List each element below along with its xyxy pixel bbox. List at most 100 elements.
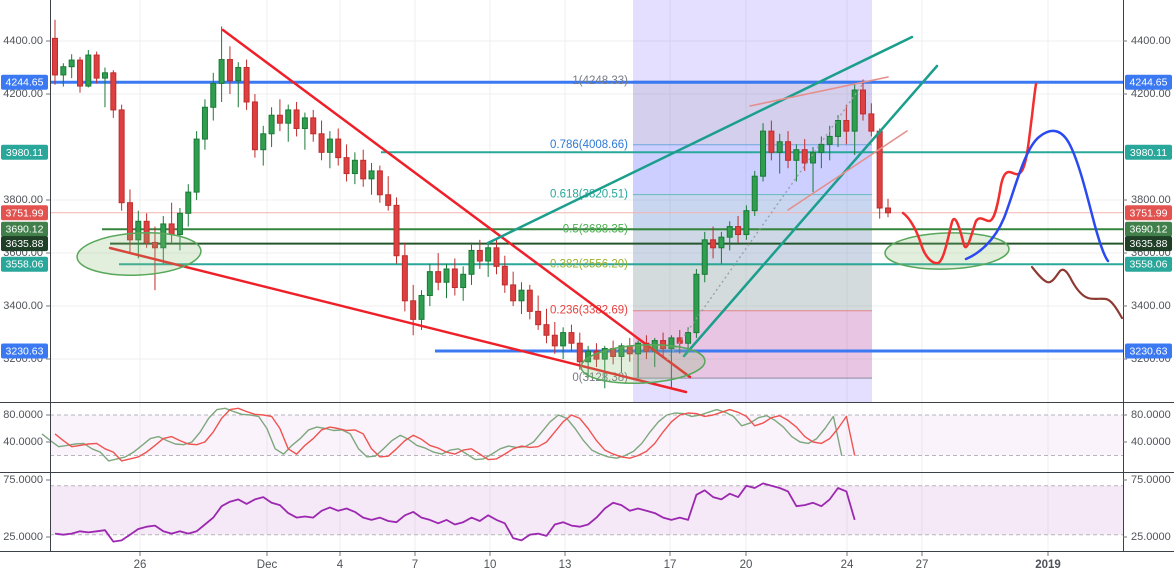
projection-red[interactable] — [901, 82, 1038, 265]
price-badge — [1125, 221, 1172, 237]
candle-body — [426, 271, 433, 296]
rising-wedge-upper[interactable] — [749, 76, 889, 107]
candle — [760, 123, 767, 182]
candle — [68, 54, 75, 79]
price-axis-right[interactable]: 4400.004200.003800.003600.003400.003200.… — [1123, 35, 1172, 543]
candle — [718, 231, 725, 264]
candle-body — [526, 289, 533, 312]
candle — [243, 59, 250, 110]
price-badge — [1, 74, 48, 90]
candle-body — [518, 289, 525, 302]
candle-body — [118, 109, 125, 204]
candle — [868, 103, 875, 137]
price-badge — [1, 144, 48, 160]
candle-body — [860, 89, 867, 115]
fib-label-0.236: 0.236(3382.69) — [550, 305, 628, 317]
candle-body — [485, 247, 492, 262]
price-badge — [1125, 256, 1172, 272]
candle-body — [810, 151, 817, 164]
candle — [518, 282, 525, 315]
price-badge-text: 3230.63 — [1130, 346, 1168, 358]
candle-body — [260, 133, 267, 151]
candle-body — [726, 226, 733, 238]
candle-body — [235, 67, 242, 82]
candle — [335, 128, 342, 166]
price-badge — [1, 256, 48, 272]
price-label: 75.0000 — [1131, 474, 1171, 486]
price-label: 25.0000 — [1131, 531, 1171, 543]
stochastic-pane[interactable] — [41, 407, 1123, 462]
fib-label-1: 1(4248.33) — [572, 75, 628, 87]
candle-body — [476, 249, 483, 262]
candle-body — [693, 273, 700, 334]
candle-body — [85, 54, 92, 87]
horizontal-rays-layer — [50, 80, 1123, 353]
price-badge-text: 3690.12 — [6, 224, 44, 236]
candle-body — [201, 106, 208, 140]
candle-body — [601, 348, 608, 360]
oscillator-pane[interactable] — [50, 482, 1123, 543]
time-label-24: 24 — [841, 559, 854, 571]
candle — [118, 104, 125, 211]
candle-body — [193, 138, 200, 193]
price-badge — [1, 221, 48, 237]
price-axis-left[interactable]: 4400.004200.003800.003600.003400.003200.… — [1, 35, 50, 543]
rising-support-long[interactable] — [486, 35, 914, 245]
candle-body — [218, 59, 225, 84]
candle-body — [460, 273, 467, 289]
highlight-ellipse-right[interactable] — [884, 231, 1010, 271]
time-axis[interactable]: 26 Dec 4 7 10 13 17 20 24 27 2019 — [134, 552, 1061, 571]
oscillator-band-fill — [50, 485, 1123, 535]
candle — [135, 210, 142, 259]
candle-body — [151, 241, 158, 249]
candle — [526, 284, 533, 320]
candle — [551, 322, 558, 354]
candle-body — [468, 249, 475, 275]
price-label: 3800.00 — [3, 194, 43, 206]
candle-body — [176, 212, 183, 236]
candle — [835, 115, 842, 148]
candle-body — [451, 268, 458, 289]
fib-label-0.382: 0.382(3556.20) — [550, 259, 628, 271]
candle-body — [93, 54, 100, 79]
candle — [635, 340, 642, 378]
candle-body — [801, 149, 808, 164]
candle-body — [368, 170, 375, 180]
candle — [60, 63, 67, 87]
price-badge-text: 3980.11 — [6, 147, 43, 159]
candle-body — [668, 337, 675, 350]
candle — [426, 263, 433, 307]
highlight-ellipse-left[interactable] — [76, 230, 202, 278]
candle-body — [551, 334, 558, 347]
candle — [418, 290, 425, 330]
candle-body — [60, 66, 67, 76]
candle — [510, 271, 517, 307]
candle-body — [351, 159, 358, 175]
candle — [843, 104, 850, 145]
projection-maroon[interactable] — [1030, 265, 1124, 320]
candle-body — [835, 120, 842, 137]
time-label-17: 17 — [664, 559, 677, 571]
candle — [435, 253, 442, 291]
candle — [860, 79, 867, 121]
price-label: 3400.00 — [3, 300, 43, 312]
mfi-purple-line — [54, 482, 856, 543]
rising-support-steep[interactable] — [682, 64, 939, 358]
time-label-20: 20 — [740, 559, 753, 571]
candle-body — [68, 59, 75, 68]
highlight-ellipse-bottom[interactable] — [580, 342, 706, 386]
candle — [460, 266, 467, 301]
falling-wedge-upper[interactable] — [221, 28, 692, 379]
time-label-27: 27 — [916, 559, 929, 571]
candle — [143, 213, 150, 248]
fib-label-0.5: 0.5(3688.35) — [563, 224, 628, 236]
price-label: 80.0000 — [1131, 409, 1171, 421]
projection-blue[interactable] — [964, 129, 1110, 263]
falling-wedge-lower[interactable] — [108, 246, 688, 394]
price-badge — [1125, 236, 1172, 252]
candle-body — [768, 130, 775, 153]
candle — [785, 131, 792, 169]
rising-wedge-lower[interactable] — [787, 130, 908, 211]
